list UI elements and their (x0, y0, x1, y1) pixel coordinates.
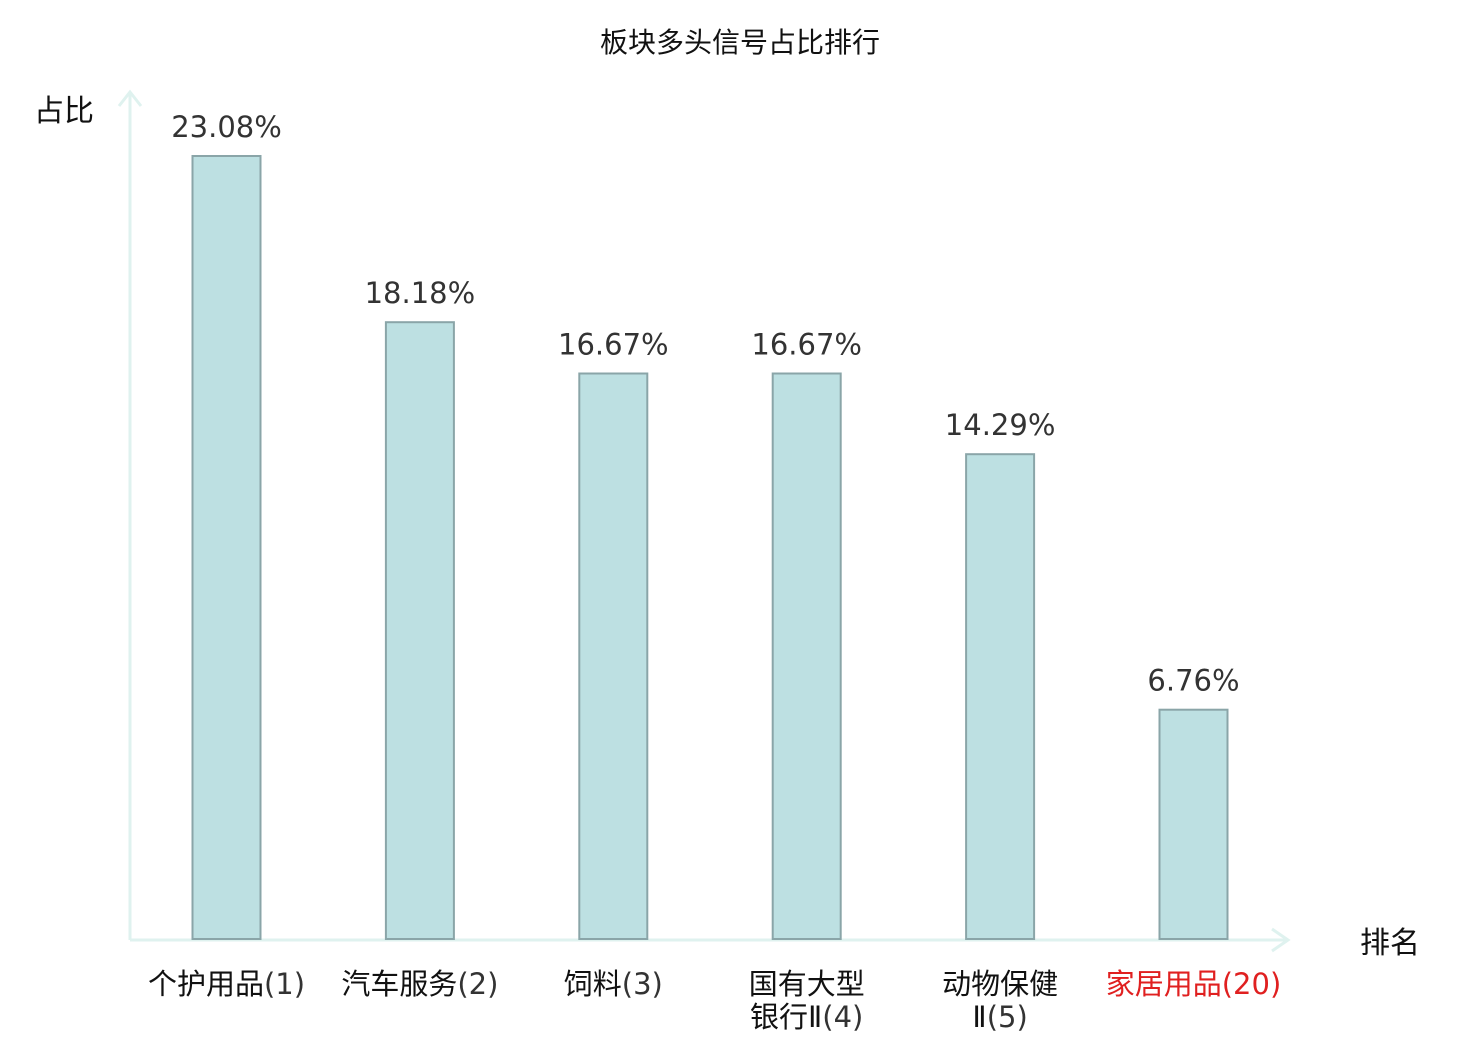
value-label: 18.18% (365, 276, 476, 310)
category-label: 银行Ⅱ(4) (750, 1000, 863, 1034)
category-rank: (2) (457, 967, 498, 1001)
category-name: 国有大型 (749, 967, 865, 1001)
category-rank: (20) (1222, 967, 1282, 1001)
axes (117, 89, 1291, 953)
y-axis-label: 占比 (34, 94, 94, 129)
chart-title: 板块多头信号占比排行 (600, 26, 880, 59)
category-label: 国有大型 (749, 967, 865, 1001)
bar (965, 453, 1036, 940)
bars-group (191, 155, 1229, 941)
value-label: 16.67% (558, 328, 669, 362)
bar (384, 321, 455, 940)
value-label: 14.29% (945, 408, 1056, 442)
value-label: 23.08% (171, 110, 282, 144)
bar (1158, 708, 1229, 941)
category-name: 银行Ⅱ (750, 1000, 822, 1034)
category-label: 汽车服务(2) (341, 967, 498, 1001)
category-rank: (1) (264, 967, 305, 1001)
bar (578, 372, 649, 940)
category-name: Ⅱ (972, 1000, 986, 1034)
y-axis-arrow-icon (117, 89, 143, 107)
value-labels-group: 23.08% 18.18% 16.67% 16.67% 14.29% 6.76% (171, 110, 1239, 698)
x-axis-label: 排名 (1360, 926, 1420, 961)
category-name: 个护用品 (148, 967, 264, 1001)
category-label: 动物保健 (942, 967, 1058, 1001)
bar (191, 155, 262, 940)
category-label: Ⅱ(5) (972, 1000, 1027, 1034)
category-name: 家居用品 (1106, 967, 1222, 1001)
category-rank: (5) (987, 1000, 1028, 1034)
category-label: 个护用品(1) (148, 967, 305, 1001)
category-rank: (4) (822, 1000, 863, 1034)
category-name: 汽车服务 (341, 967, 457, 1001)
category-name: 动物保健 (942, 967, 1058, 1001)
value-label: 6.76% (1147, 664, 1239, 698)
value-label: 16.67% (751, 328, 862, 362)
x-axis-arrow-icon (1271, 927, 1291, 953)
bar (771, 372, 842, 940)
category-name: 饲料 (564, 967, 622, 1001)
category-rank: (3) (622, 967, 663, 1001)
category-label: 家居用品(20) (1106, 967, 1282, 1001)
category-label: 饲料(3) (564, 967, 663, 1001)
